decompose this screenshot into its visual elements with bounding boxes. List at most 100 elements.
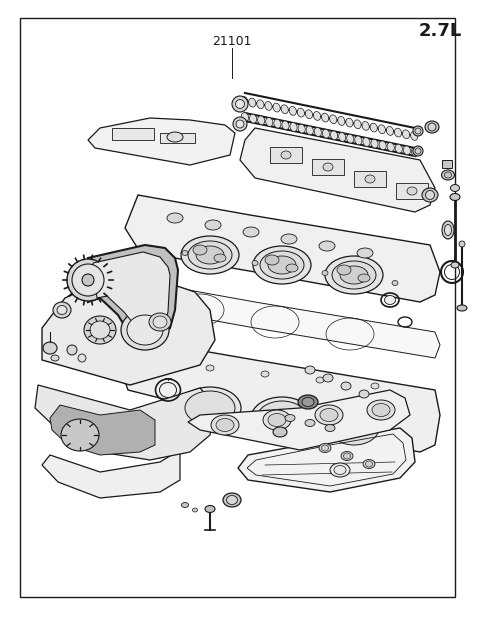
Ellipse shape xyxy=(214,254,226,262)
Ellipse shape xyxy=(372,404,390,417)
Polygon shape xyxy=(125,195,440,302)
Ellipse shape xyxy=(384,295,396,304)
Ellipse shape xyxy=(249,98,256,107)
Ellipse shape xyxy=(57,306,67,315)
Ellipse shape xyxy=(395,128,402,137)
Ellipse shape xyxy=(363,137,370,146)
Ellipse shape xyxy=(167,132,183,142)
Ellipse shape xyxy=(127,315,163,345)
Ellipse shape xyxy=(236,120,244,128)
Ellipse shape xyxy=(72,264,104,296)
Ellipse shape xyxy=(302,397,314,406)
Ellipse shape xyxy=(340,266,368,284)
Ellipse shape xyxy=(425,191,434,200)
Ellipse shape xyxy=(287,266,293,270)
Ellipse shape xyxy=(261,371,269,377)
Ellipse shape xyxy=(367,400,395,420)
Ellipse shape xyxy=(241,112,249,121)
Ellipse shape xyxy=(305,366,315,374)
Ellipse shape xyxy=(185,391,235,425)
Ellipse shape xyxy=(395,144,402,153)
Ellipse shape xyxy=(216,419,234,431)
Ellipse shape xyxy=(442,221,454,239)
Ellipse shape xyxy=(78,354,86,362)
Ellipse shape xyxy=(386,126,394,135)
Ellipse shape xyxy=(273,427,287,437)
Ellipse shape xyxy=(457,305,467,311)
Ellipse shape xyxy=(153,316,167,328)
Ellipse shape xyxy=(193,245,207,255)
Ellipse shape xyxy=(357,275,363,281)
Ellipse shape xyxy=(211,415,239,435)
Ellipse shape xyxy=(223,493,241,507)
Ellipse shape xyxy=(332,261,376,289)
Ellipse shape xyxy=(252,261,258,266)
Ellipse shape xyxy=(151,359,159,365)
Ellipse shape xyxy=(53,302,71,318)
Ellipse shape xyxy=(322,113,329,122)
Ellipse shape xyxy=(323,407,385,449)
Polygon shape xyxy=(125,280,440,358)
Ellipse shape xyxy=(206,365,214,371)
Ellipse shape xyxy=(305,419,315,426)
Ellipse shape xyxy=(403,130,410,139)
Ellipse shape xyxy=(325,256,383,294)
Ellipse shape xyxy=(188,241,232,269)
Ellipse shape xyxy=(329,411,379,445)
Ellipse shape xyxy=(196,246,224,264)
Ellipse shape xyxy=(407,187,417,195)
Polygon shape xyxy=(240,128,435,212)
Ellipse shape xyxy=(459,241,465,247)
Ellipse shape xyxy=(243,227,259,237)
Ellipse shape xyxy=(268,413,286,426)
Ellipse shape xyxy=(181,236,239,274)
Ellipse shape xyxy=(363,460,375,469)
Ellipse shape xyxy=(268,256,296,274)
Ellipse shape xyxy=(370,123,377,132)
Bar xyxy=(112,128,154,140)
Ellipse shape xyxy=(265,255,279,265)
Bar xyxy=(270,147,302,163)
Ellipse shape xyxy=(251,397,313,439)
Ellipse shape xyxy=(265,101,272,110)
Ellipse shape xyxy=(285,415,295,422)
Ellipse shape xyxy=(147,245,153,250)
Ellipse shape xyxy=(371,139,378,148)
Ellipse shape xyxy=(411,148,419,157)
Ellipse shape xyxy=(337,265,351,275)
Ellipse shape xyxy=(305,110,312,119)
Ellipse shape xyxy=(378,125,385,134)
Ellipse shape xyxy=(425,121,439,133)
Ellipse shape xyxy=(282,121,289,130)
Ellipse shape xyxy=(263,410,291,430)
Ellipse shape xyxy=(159,383,177,397)
Ellipse shape xyxy=(322,270,328,275)
Ellipse shape xyxy=(253,246,311,284)
Ellipse shape xyxy=(371,383,379,389)
Ellipse shape xyxy=(236,100,244,108)
Ellipse shape xyxy=(121,310,169,350)
Ellipse shape xyxy=(61,419,99,451)
Ellipse shape xyxy=(313,112,321,120)
Ellipse shape xyxy=(281,234,297,244)
Polygon shape xyxy=(118,338,440,452)
Polygon shape xyxy=(88,118,235,165)
Ellipse shape xyxy=(330,463,350,477)
Ellipse shape xyxy=(392,281,398,286)
Polygon shape xyxy=(442,160,452,168)
Ellipse shape xyxy=(179,387,241,429)
Bar xyxy=(160,133,195,143)
Ellipse shape xyxy=(341,382,351,390)
Ellipse shape xyxy=(355,136,362,144)
Ellipse shape xyxy=(338,133,346,141)
Ellipse shape xyxy=(316,377,324,383)
Polygon shape xyxy=(35,385,215,460)
Ellipse shape xyxy=(67,259,109,301)
Ellipse shape xyxy=(84,316,116,344)
Ellipse shape xyxy=(354,120,361,128)
Ellipse shape xyxy=(428,123,436,131)
Ellipse shape xyxy=(281,151,291,159)
Ellipse shape xyxy=(290,123,297,132)
Ellipse shape xyxy=(451,262,459,268)
Ellipse shape xyxy=(410,132,418,141)
